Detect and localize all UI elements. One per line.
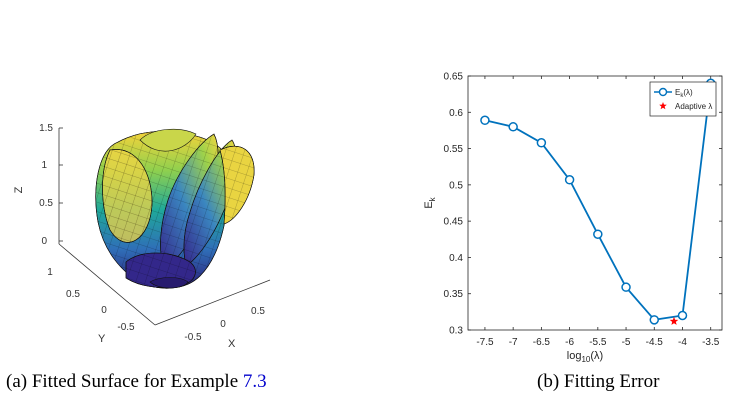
legend-star-swatch [659, 102, 667, 110]
example-reference-link[interactable]: 7.3 [242, 371, 267, 392]
y-axis-label: Y [98, 333, 106, 345]
data-point [677, 310, 688, 321]
y-tick-label: 0.4 [449, 253, 463, 264]
y-tick-label: 0.55 [444, 144, 464, 155]
z-tick-label: 1.5 [39, 123, 53, 134]
caption-a: (a) Fitted Surface for Example 7.3 [6, 371, 267, 393]
data-point [593, 229, 603, 239]
surface-figure: 0 0.5 1 1.5 Z 1 0.5 0 -0.5 Y -0.5 0 0.5 … [0, 0, 373, 406]
y-tick-label: 0.3 [449, 326, 463, 337]
fitted-surface [95, 128, 255, 289]
x-axis-label: X [228, 338, 236, 350]
y-axis-line [58, 243, 156, 326]
data-point [649, 315, 660, 325]
y-tick-label: 0.65 [444, 72, 464, 83]
z-tick-label: 1 [41, 160, 47, 171]
z-tick-label: 0.5 [39, 198, 53, 209]
x-tick-label: -7 [509, 337, 518, 348]
x-tick-label: -7.5 [476, 337, 494, 348]
x-tick-label: 0.5 [251, 306, 265, 317]
x-tick-label: -6.5 [533, 337, 551, 348]
data-point [621, 282, 631, 292]
adaptive-lambda-marker [669, 316, 679, 325]
legend-label-series: Ek(λ) [675, 88, 693, 99]
plot-frame [467, 75, 723, 331]
x-tick-label: -5 [622, 337, 631, 348]
legend-marker-swatch [658, 87, 668, 97]
y-tick-label: 0.5 [449, 180, 463, 191]
legend-label-adaptive: Adaptive λ [675, 102, 712, 111]
x-tick-label: -6 [565, 337, 574, 348]
x-tick-label: -4 [678, 337, 687, 348]
y-tick-label: 0.5 [66, 289, 80, 300]
y-tick-label: 0.45 [444, 217, 464, 228]
data-point [564, 175, 575, 185]
x-axis-line [154, 279, 271, 326]
x-tick-label: -0.5 [184, 332, 202, 343]
y-tick-label: 1 [47, 267, 53, 278]
y-tick-label: 0.35 [444, 289, 464, 300]
x-tick-label: -5.5 [589, 337, 607, 348]
error-chart: 0.3 0.35 0.4 0.45 0.5 0.55 0.6 0.65 -7.5 -7 -6.5 -6… [373, 0, 746, 406]
x-tick-label: -3.5 [702, 337, 720, 348]
x-tick-label: 0 [220, 319, 226, 330]
caption-a-text: (a) Fitted Surface for Example [6, 371, 243, 392]
surface-plot: 0 0.5 1 1.5 Z 1 0.5 0 -0.5 Y -0.5 0 0.5 … [13, 123, 271, 350]
caption-b: (b) Fitting Error [537, 371, 660, 392]
y-tick-label: -0.5 [117, 322, 135, 333]
x-axis-label: log10(λ) [567, 350, 603, 364]
legend-box [649, 81, 717, 117]
z-tick-label: 0 [41, 236, 47, 247]
error-chart-svg: 0.3 0.35 0.4 0.45 0.5 0.55 0.6 0.65 -7.5 -7 -6.5 -6… [423, 72, 723, 364]
z-axis-label: Z [13, 186, 25, 193]
data-point [508, 122, 518, 132]
y-axis-label: Ek [423, 196, 437, 208]
data-point [480, 115, 490, 126]
y-tick-label: 0 [101, 305, 107, 316]
surface-axes [58, 128, 271, 326]
x-tick-label: -4.5 [646, 337, 664, 348]
data-point [536, 138, 547, 148]
y-tick-label: 0.6 [449, 108, 463, 119]
